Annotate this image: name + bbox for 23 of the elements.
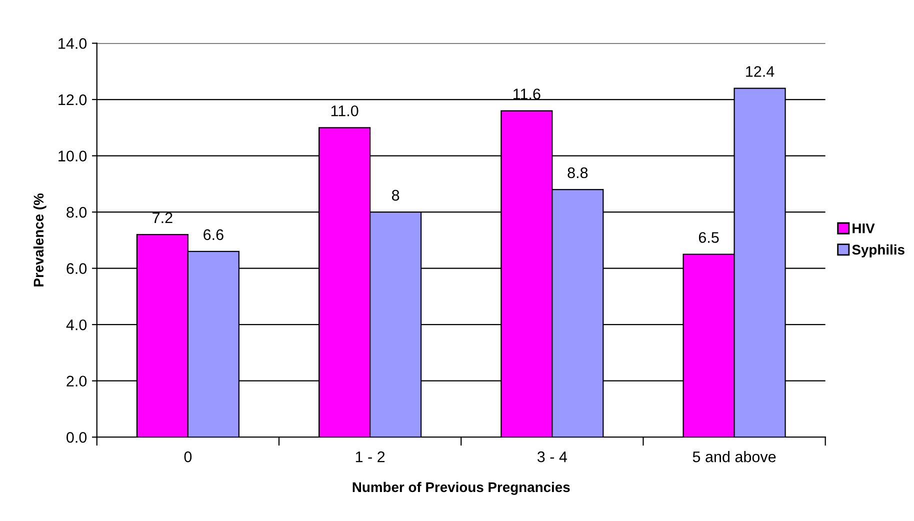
x-tick-label: 1 - 2 bbox=[356, 451, 385, 462]
y-tick-label: 6.0 bbox=[66, 263, 87, 274]
data-label: 8.8 bbox=[568, 167, 588, 178]
y-axis-title: Prevalence (% bbox=[33, 193, 46, 286]
data-label: 6.6 bbox=[204, 229, 224, 240]
y-tick-label: 10.0 bbox=[58, 150, 87, 162]
legend-label: Syphilis bbox=[852, 244, 904, 258]
data-label: 6.5 bbox=[698, 232, 719, 243]
x-tick-label: 0 bbox=[184, 451, 192, 462]
data-label: 8 bbox=[392, 190, 400, 201]
x-tick-label: 3 - 4 bbox=[537, 451, 568, 462]
y-tick-label: 4.0 bbox=[66, 319, 87, 330]
y-tick-label: 0.0 bbox=[66, 432, 87, 443]
data-label: 11.0 bbox=[331, 105, 358, 116]
x-tick-label: 5 and above bbox=[692, 451, 776, 462]
data-label: 7.2 bbox=[152, 212, 172, 224]
y-tick-label: 12.0 bbox=[58, 94, 87, 106]
y-tick-label: 14.0 bbox=[58, 38, 87, 49]
y-tick-label: 8.0 bbox=[66, 206, 87, 218]
data-label: 12.4 bbox=[746, 66, 774, 77]
x-axis-title: Number of Previous Pregnancies bbox=[352, 482, 570, 495]
legend-label: HIV bbox=[852, 224, 875, 234]
y-tick-label: 2.0 bbox=[66, 376, 87, 387]
